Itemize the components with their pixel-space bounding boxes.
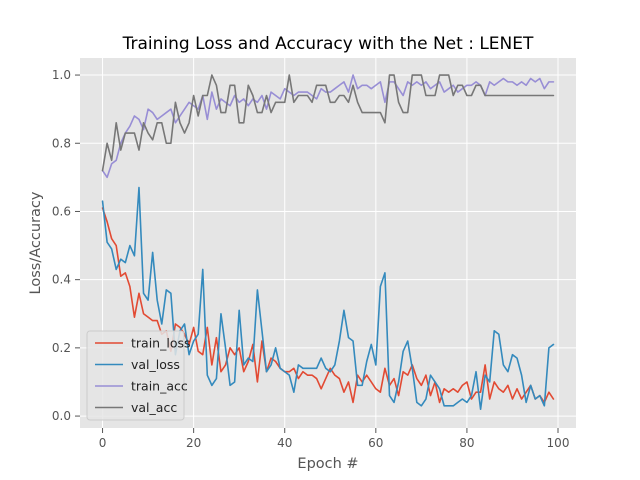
- y-tick-label: 0.0: [52, 409, 71, 423]
- x-tick-label: 20: [186, 436, 201, 450]
- x-tick-label: 80: [459, 436, 474, 450]
- x-tick-label: 60: [368, 436, 383, 450]
- legend-box: [86, 330, 185, 421]
- y-tick-label: 0.8: [52, 136, 71, 150]
- legend-label-val-acc: val_acc: [131, 400, 177, 415]
- chart-title: Training Loss and Accuracy with the Net …: [122, 34, 534, 54]
- y-tick-label: 0.2: [52, 341, 71, 355]
- legend-label-val-loss: val_loss: [131, 357, 180, 372]
- x-axis-label: Epoch #: [297, 456, 358, 472]
- x-tick-label: 100: [547, 436, 570, 450]
- y-tick-label: 0.4: [52, 273, 71, 287]
- y-tick-label: 0.6: [52, 204, 71, 218]
- y-tick-label: 1.0: [52, 68, 71, 82]
- legend: train_loss val_loss train_acc val_acc: [86, 330, 191, 421]
- val-acc-line: [101, 74, 555, 172]
- ticks: 0 20 40 60 80 100 0.0 0.2 0.4 0.6 0.8 1.0: [52, 68, 570, 450]
- legend-label-train-acc: train_acc: [131, 379, 188, 394]
- x-tick-label: 0: [99, 436, 107, 450]
- legend-label-train-loss: train_loss: [131, 336, 191, 351]
- x-tick-label: 40: [277, 436, 292, 450]
- y-axis-label: Loss/Accuracy: [28, 191, 44, 294]
